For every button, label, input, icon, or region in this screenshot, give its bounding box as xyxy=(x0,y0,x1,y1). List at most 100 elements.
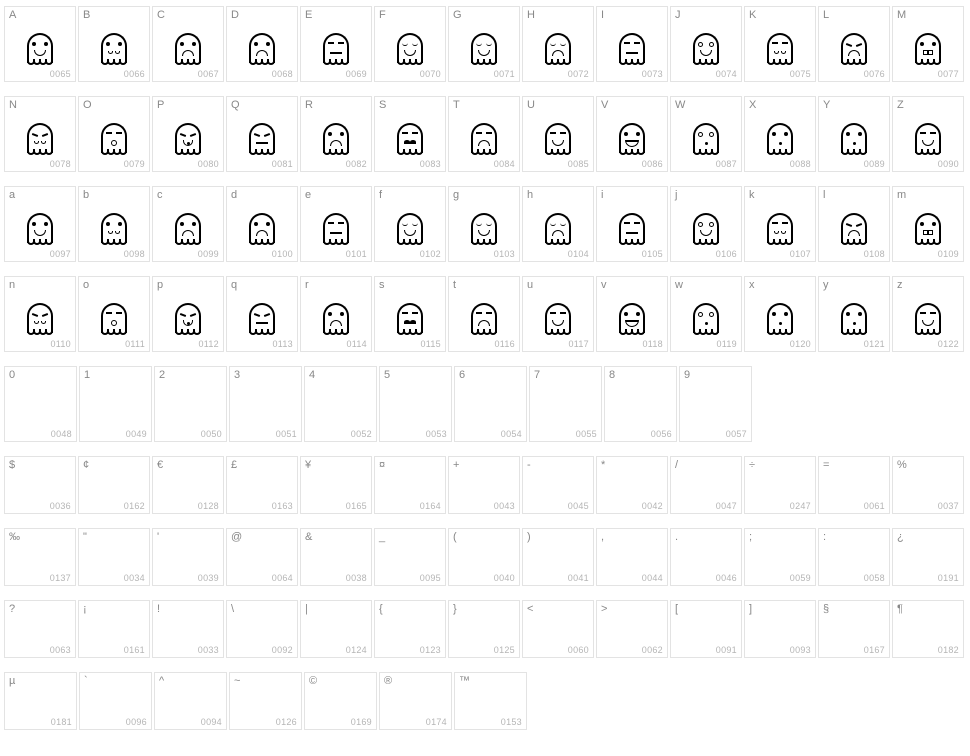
charmap-cell[interactable]: ¥0165 xyxy=(300,456,372,514)
charmap-cell[interactable]: T0084 xyxy=(448,96,520,172)
charmap-cell[interactable]: X0088 xyxy=(744,96,816,172)
charmap-cell[interactable]: <0060 xyxy=(522,600,594,658)
charmap-cell[interactable]: ¶0182 xyxy=(892,600,964,658)
charmap-cell[interactable]: 40052 xyxy=(304,366,377,442)
charmap-cell[interactable]: |0124 xyxy=(300,600,372,658)
charmap-cell[interactable]: j0106 xyxy=(670,186,742,262)
charmap-cell[interactable]: \0092 xyxy=(226,600,298,658)
charmap-cell[interactable]: u0117 xyxy=(522,276,594,352)
charmap-cell[interactable]: v0118 xyxy=(596,276,668,352)
charmap-cell[interactable]: F0070 xyxy=(374,6,446,82)
charmap-cell[interactable]: )0041 xyxy=(522,528,594,586)
charmap-cell[interactable]: -0045 xyxy=(522,456,594,514)
charmap-cell[interactable]: x0120 xyxy=(744,276,816,352)
charmap-cell[interactable]: 10049 xyxy=(79,366,152,442)
charmap-cell[interactable]: a0097 xyxy=(4,186,76,262)
charmap-cell[interactable]: (0040 xyxy=(448,528,520,586)
charmap-cell[interactable]: ]0093 xyxy=(744,600,816,658)
charmap-cell[interactable]: .0046 xyxy=(670,528,742,586)
charmap-cell[interactable]: {0123 xyxy=(374,600,446,658)
charmap-cell[interactable]: '0039 xyxy=(152,528,224,586)
charmap-cell[interactable]: V0086 xyxy=(596,96,668,172)
charmap-cell[interactable]: ,0044 xyxy=(596,528,668,586)
charmap-cell[interactable]: K0075 xyxy=(744,6,816,82)
charmap-cell[interactable]: m0109 xyxy=(892,186,964,262)
charmap-cell[interactable]: Q0081 xyxy=(226,96,298,172)
charmap-cell[interactable]: W0087 xyxy=(670,96,742,172)
charmap-cell[interactable]: s0115 xyxy=(374,276,446,352)
charmap-cell[interactable]: c0099 xyxy=(152,186,224,262)
charmap-cell[interactable]: _0095 xyxy=(374,528,446,586)
charmap-cell[interactable]: Y0089 xyxy=(818,96,890,172)
charmap-cell[interactable]: ‰0137 xyxy=(4,528,76,586)
charmap-cell[interactable]: N0078 xyxy=(4,96,76,172)
charmap-cell[interactable]: q0113 xyxy=(226,276,298,352)
charmap-cell[interactable]: d0100 xyxy=(226,186,298,262)
charmap-cell[interactable]: =0061 xyxy=(818,456,890,514)
charmap-cell[interactable]: ;0059 xyxy=(744,528,816,586)
charmap-cell[interactable]: /0047 xyxy=(670,456,742,514)
charmap-cell[interactable]: C0067 xyxy=(152,6,224,82)
charmap-cell[interactable]: z0122 xyxy=(892,276,964,352)
charmap-cell[interactable]: y0121 xyxy=(818,276,890,352)
charmap-cell[interactable]: ^0094 xyxy=(154,672,227,730)
charmap-cell[interactable]: ¿0191 xyxy=(892,528,964,586)
charmap-cell[interactable]: }0125 xyxy=(448,600,520,658)
charmap-cell[interactable]: "0034 xyxy=(78,528,150,586)
charmap-cell[interactable]: L0076 xyxy=(818,6,890,82)
charmap-cell[interactable]: S0083 xyxy=(374,96,446,172)
charmap-cell[interactable]: µ0181 xyxy=(4,672,77,730)
charmap-cell[interactable]: *0042 xyxy=(596,456,668,514)
charmap-cell[interactable]: I0073 xyxy=(596,6,668,82)
charmap-cell[interactable]: %0037 xyxy=(892,456,964,514)
charmap-cell[interactable]: £0163 xyxy=(226,456,298,514)
charmap-cell[interactable]: t0116 xyxy=(448,276,520,352)
charmap-cell[interactable]: D0068 xyxy=(226,6,298,82)
charmap-cell[interactable]: H0072 xyxy=(522,6,594,82)
charmap-cell[interactable]: §0167 xyxy=(818,600,890,658)
charmap-cell[interactable]: `0096 xyxy=(79,672,152,730)
charmap-cell[interactable]: 70055 xyxy=(529,366,602,442)
charmap-cell[interactable]: ¢0162 xyxy=(78,456,150,514)
charmap-cell[interactable]: 20050 xyxy=(154,366,227,442)
charmap-cell[interactable]: ®0174 xyxy=(379,672,452,730)
charmap-cell[interactable]: 90057 xyxy=(679,366,752,442)
charmap-cell[interactable]: €0128 xyxy=(152,456,224,514)
charmap-cell[interactable]: ~0126 xyxy=(229,672,302,730)
charmap-cell[interactable]: A0065 xyxy=(4,6,76,82)
charmap-cell[interactable]: l0108 xyxy=(818,186,890,262)
charmap-cell[interactable]: r0114 xyxy=(300,276,372,352)
charmap-cell[interactable]: &0038 xyxy=(300,528,372,586)
charmap-cell[interactable]: h0104 xyxy=(522,186,594,262)
charmap-cell[interactable]: $0036 xyxy=(4,456,76,514)
charmap-cell[interactable]: +0043 xyxy=(448,456,520,514)
charmap-cell[interactable]: 80056 xyxy=(604,366,677,442)
charmap-cell[interactable]: J0074 xyxy=(670,6,742,82)
charmap-cell[interactable]: !0033 xyxy=(152,600,224,658)
charmap-cell[interactable]: 60054 xyxy=(454,366,527,442)
charmap-cell[interactable]: @0064 xyxy=(226,528,298,586)
charmap-cell[interactable]: ©0169 xyxy=(304,672,377,730)
charmap-cell[interactable]: ¤0164 xyxy=(374,456,446,514)
charmap-cell[interactable]: E0069 xyxy=(300,6,372,82)
charmap-cell[interactable]: 00048 xyxy=(4,366,77,442)
charmap-cell[interactable]: :0058 xyxy=(818,528,890,586)
charmap-cell[interactable]: >0062 xyxy=(596,600,668,658)
charmap-cell[interactable]: P0080 xyxy=(152,96,224,172)
charmap-cell[interactable]: i0105 xyxy=(596,186,668,262)
charmap-cell[interactable]: ¡0161 xyxy=(78,600,150,658)
charmap-cell[interactable]: Z0090 xyxy=(892,96,964,172)
charmap-cell[interactable]: [0091 xyxy=(670,600,742,658)
charmap-cell[interactable]: w0119 xyxy=(670,276,742,352)
charmap-cell[interactable]: R0082 xyxy=(300,96,372,172)
charmap-cell[interactable]: b0098 xyxy=(78,186,150,262)
charmap-cell[interactable]: e0101 xyxy=(300,186,372,262)
charmap-cell[interactable]: 50053 xyxy=(379,366,452,442)
charmap-cell[interactable]: ?0063 xyxy=(4,600,76,658)
charmap-cell[interactable]: 30051 xyxy=(229,366,302,442)
charmap-cell[interactable]: O0079 xyxy=(78,96,150,172)
charmap-cell[interactable]: B0066 xyxy=(78,6,150,82)
charmap-cell[interactable]: ™0153 xyxy=(454,672,527,730)
charmap-cell[interactable]: p0112 xyxy=(152,276,224,352)
charmap-cell[interactable]: o0111 xyxy=(78,276,150,352)
